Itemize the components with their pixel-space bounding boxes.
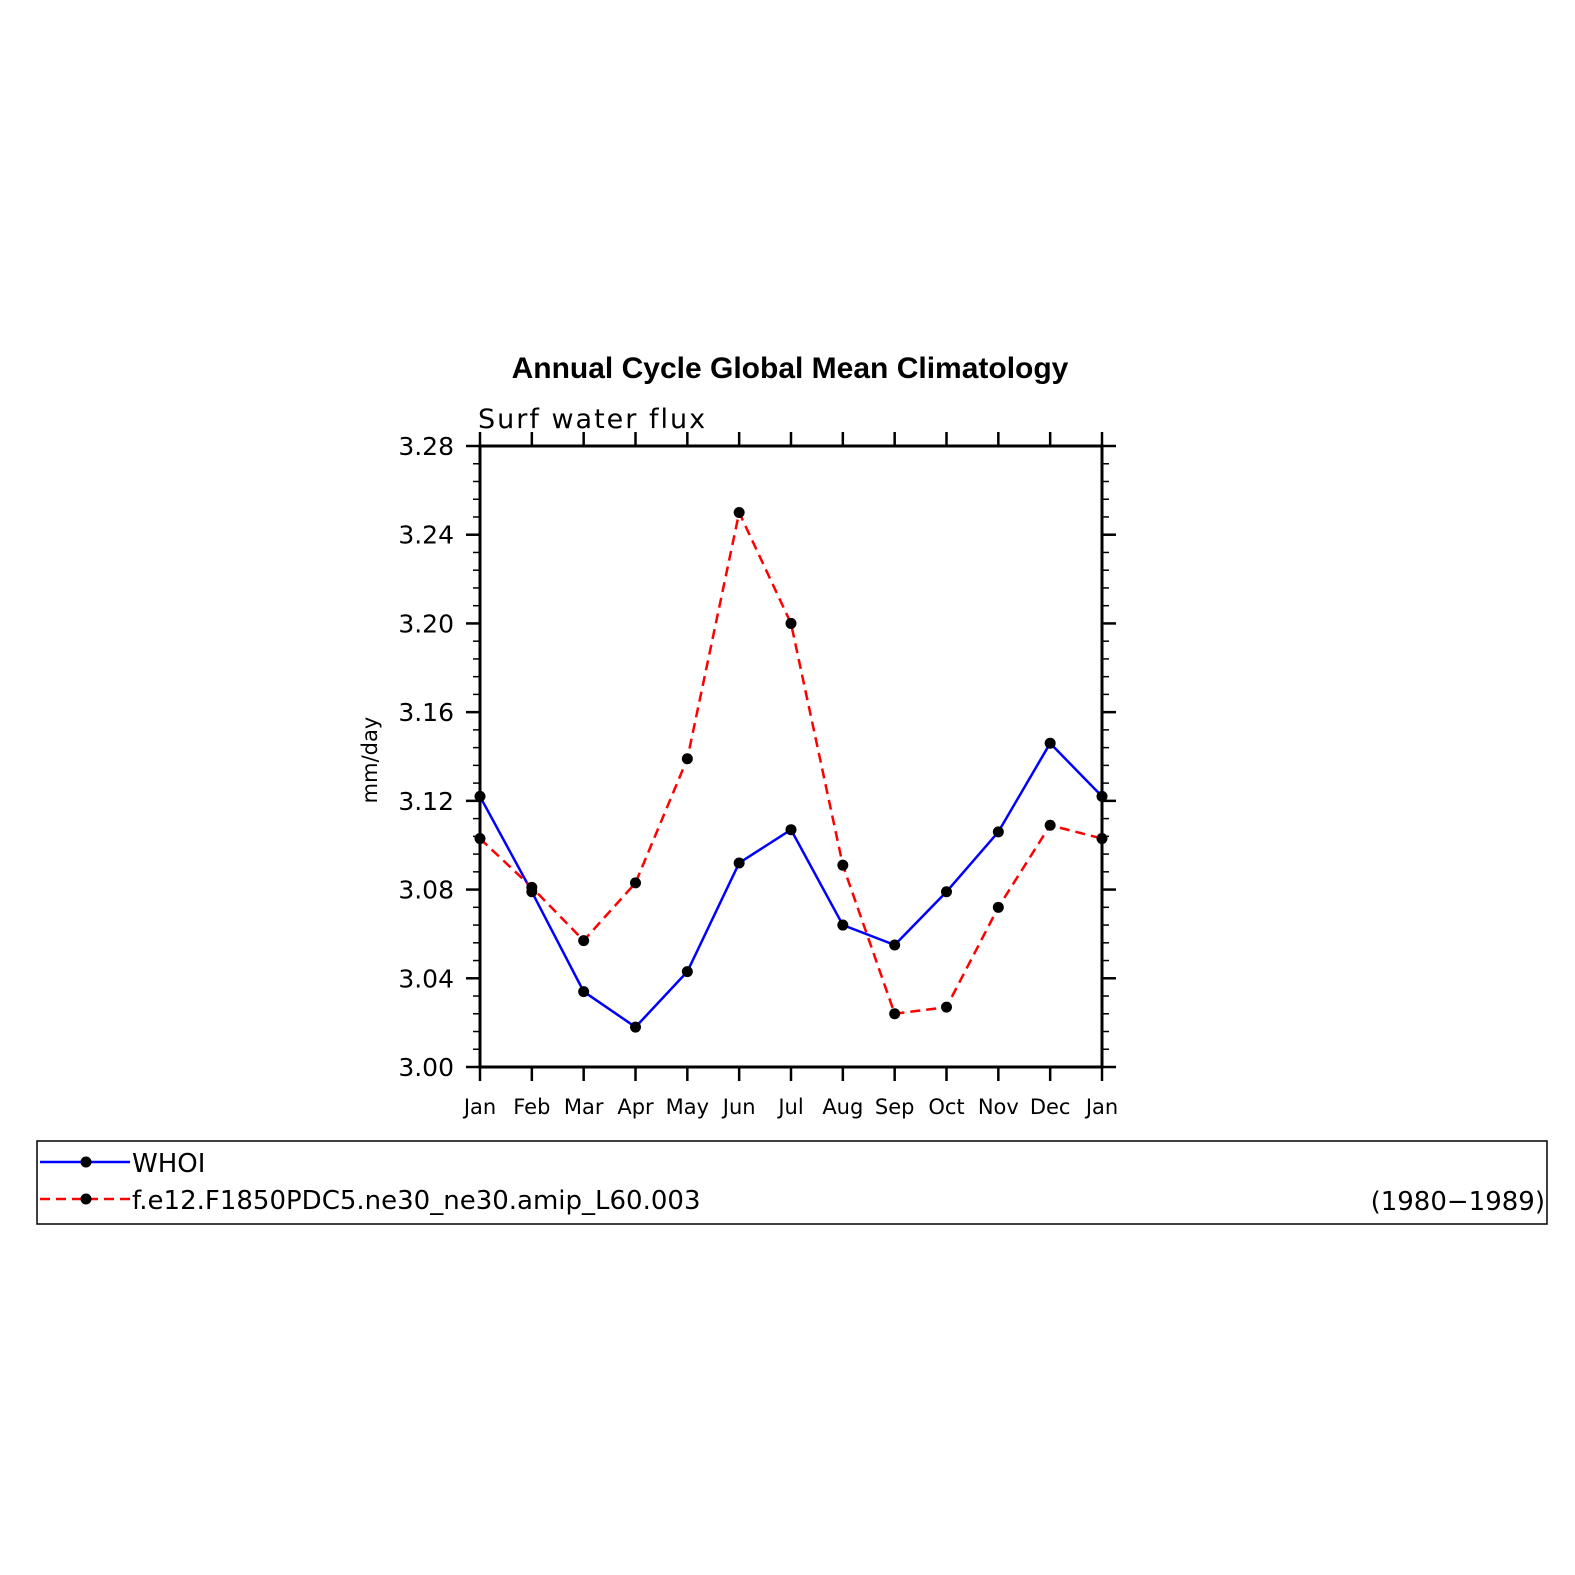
y-tick-label: 3.08 xyxy=(398,876,454,905)
series-2-point xyxy=(681,753,693,765)
series-1-point xyxy=(785,824,797,836)
series-2-point xyxy=(526,881,538,893)
series-1-point xyxy=(837,919,849,931)
series-1-point xyxy=(889,939,901,951)
y-tick-label: 3.28 xyxy=(398,432,454,461)
x-tick-label: Apr xyxy=(617,1095,654,1119)
y-tick-label: 3.20 xyxy=(398,609,454,638)
x-tick-label: May xyxy=(666,1095,709,1119)
x-tick-label: Nov xyxy=(978,1095,1019,1119)
y-tick-label: 3.24 xyxy=(398,521,454,550)
plot-marks xyxy=(474,507,1108,1033)
legend-label-1: WHOI xyxy=(132,1149,205,1179)
series-2-point xyxy=(941,1001,952,1013)
x-tick-label: Dec xyxy=(1030,1095,1071,1119)
y-tick-label: 3.00 xyxy=(398,1053,454,1082)
x-tick-label: Jun xyxy=(721,1095,756,1119)
series-1-point xyxy=(733,857,745,869)
series-1-point xyxy=(1044,737,1056,749)
x-tick-label: Oct xyxy=(928,1095,964,1119)
legend-label-2: f.e12.F1850PDC5.ne30_ne30.amip_L60.003 xyxy=(132,1186,700,1216)
series-2-point xyxy=(1044,819,1056,831)
x-tick-label: Jan xyxy=(462,1095,496,1119)
series-line-2 xyxy=(479,508,1103,1016)
series-2-point xyxy=(992,901,1004,913)
series-1-point xyxy=(992,826,1004,838)
chart-subtitle: Surf water flux xyxy=(478,404,707,435)
series-2-point xyxy=(785,617,797,629)
legend-box xyxy=(36,1140,1548,1225)
series-2-point xyxy=(837,859,849,871)
series-1-point xyxy=(630,1021,641,1033)
y-axis-label: mm/day xyxy=(358,717,382,804)
series-2-point xyxy=(630,877,641,889)
series-2-point xyxy=(578,935,590,947)
x-tick-label: Jul xyxy=(776,1095,803,1119)
legend-note: (1980−1989) xyxy=(1371,1187,1545,1217)
y-tick-label: 3.04 xyxy=(398,964,454,993)
y-tick-label: 3.12 xyxy=(398,787,454,816)
legend: WHOI f.e12.F1850PDC5.ne30_ne30.amip_L60.0… xyxy=(40,1149,700,1216)
x-tick-label: Sep xyxy=(875,1095,915,1119)
series-line-1 xyxy=(478,741,1103,1029)
chart-title: Annual Cycle Global Mean Climatology xyxy=(512,352,1069,385)
x-tick-label: Feb xyxy=(513,1095,550,1119)
series-2-point xyxy=(733,507,745,519)
y-tick-label: 3.16 xyxy=(398,698,454,727)
series-2-point xyxy=(889,1008,901,1020)
legend-marker-1 xyxy=(80,1156,92,1168)
series-1-point xyxy=(681,966,693,978)
x-tick-label: Jan xyxy=(1084,1095,1118,1119)
legend-marker-2 xyxy=(80,1193,92,1205)
series-1-point xyxy=(578,986,590,998)
x-tick-label: Mar xyxy=(564,1095,604,1119)
series-1-point xyxy=(941,886,952,898)
x-tick-label: Aug xyxy=(822,1095,863,1119)
plot-axes: 3.00 3.04 3.08 3.12 3.16 3.20 3.24 3.28 Jan Feb Ma… xyxy=(398,432,1118,1119)
